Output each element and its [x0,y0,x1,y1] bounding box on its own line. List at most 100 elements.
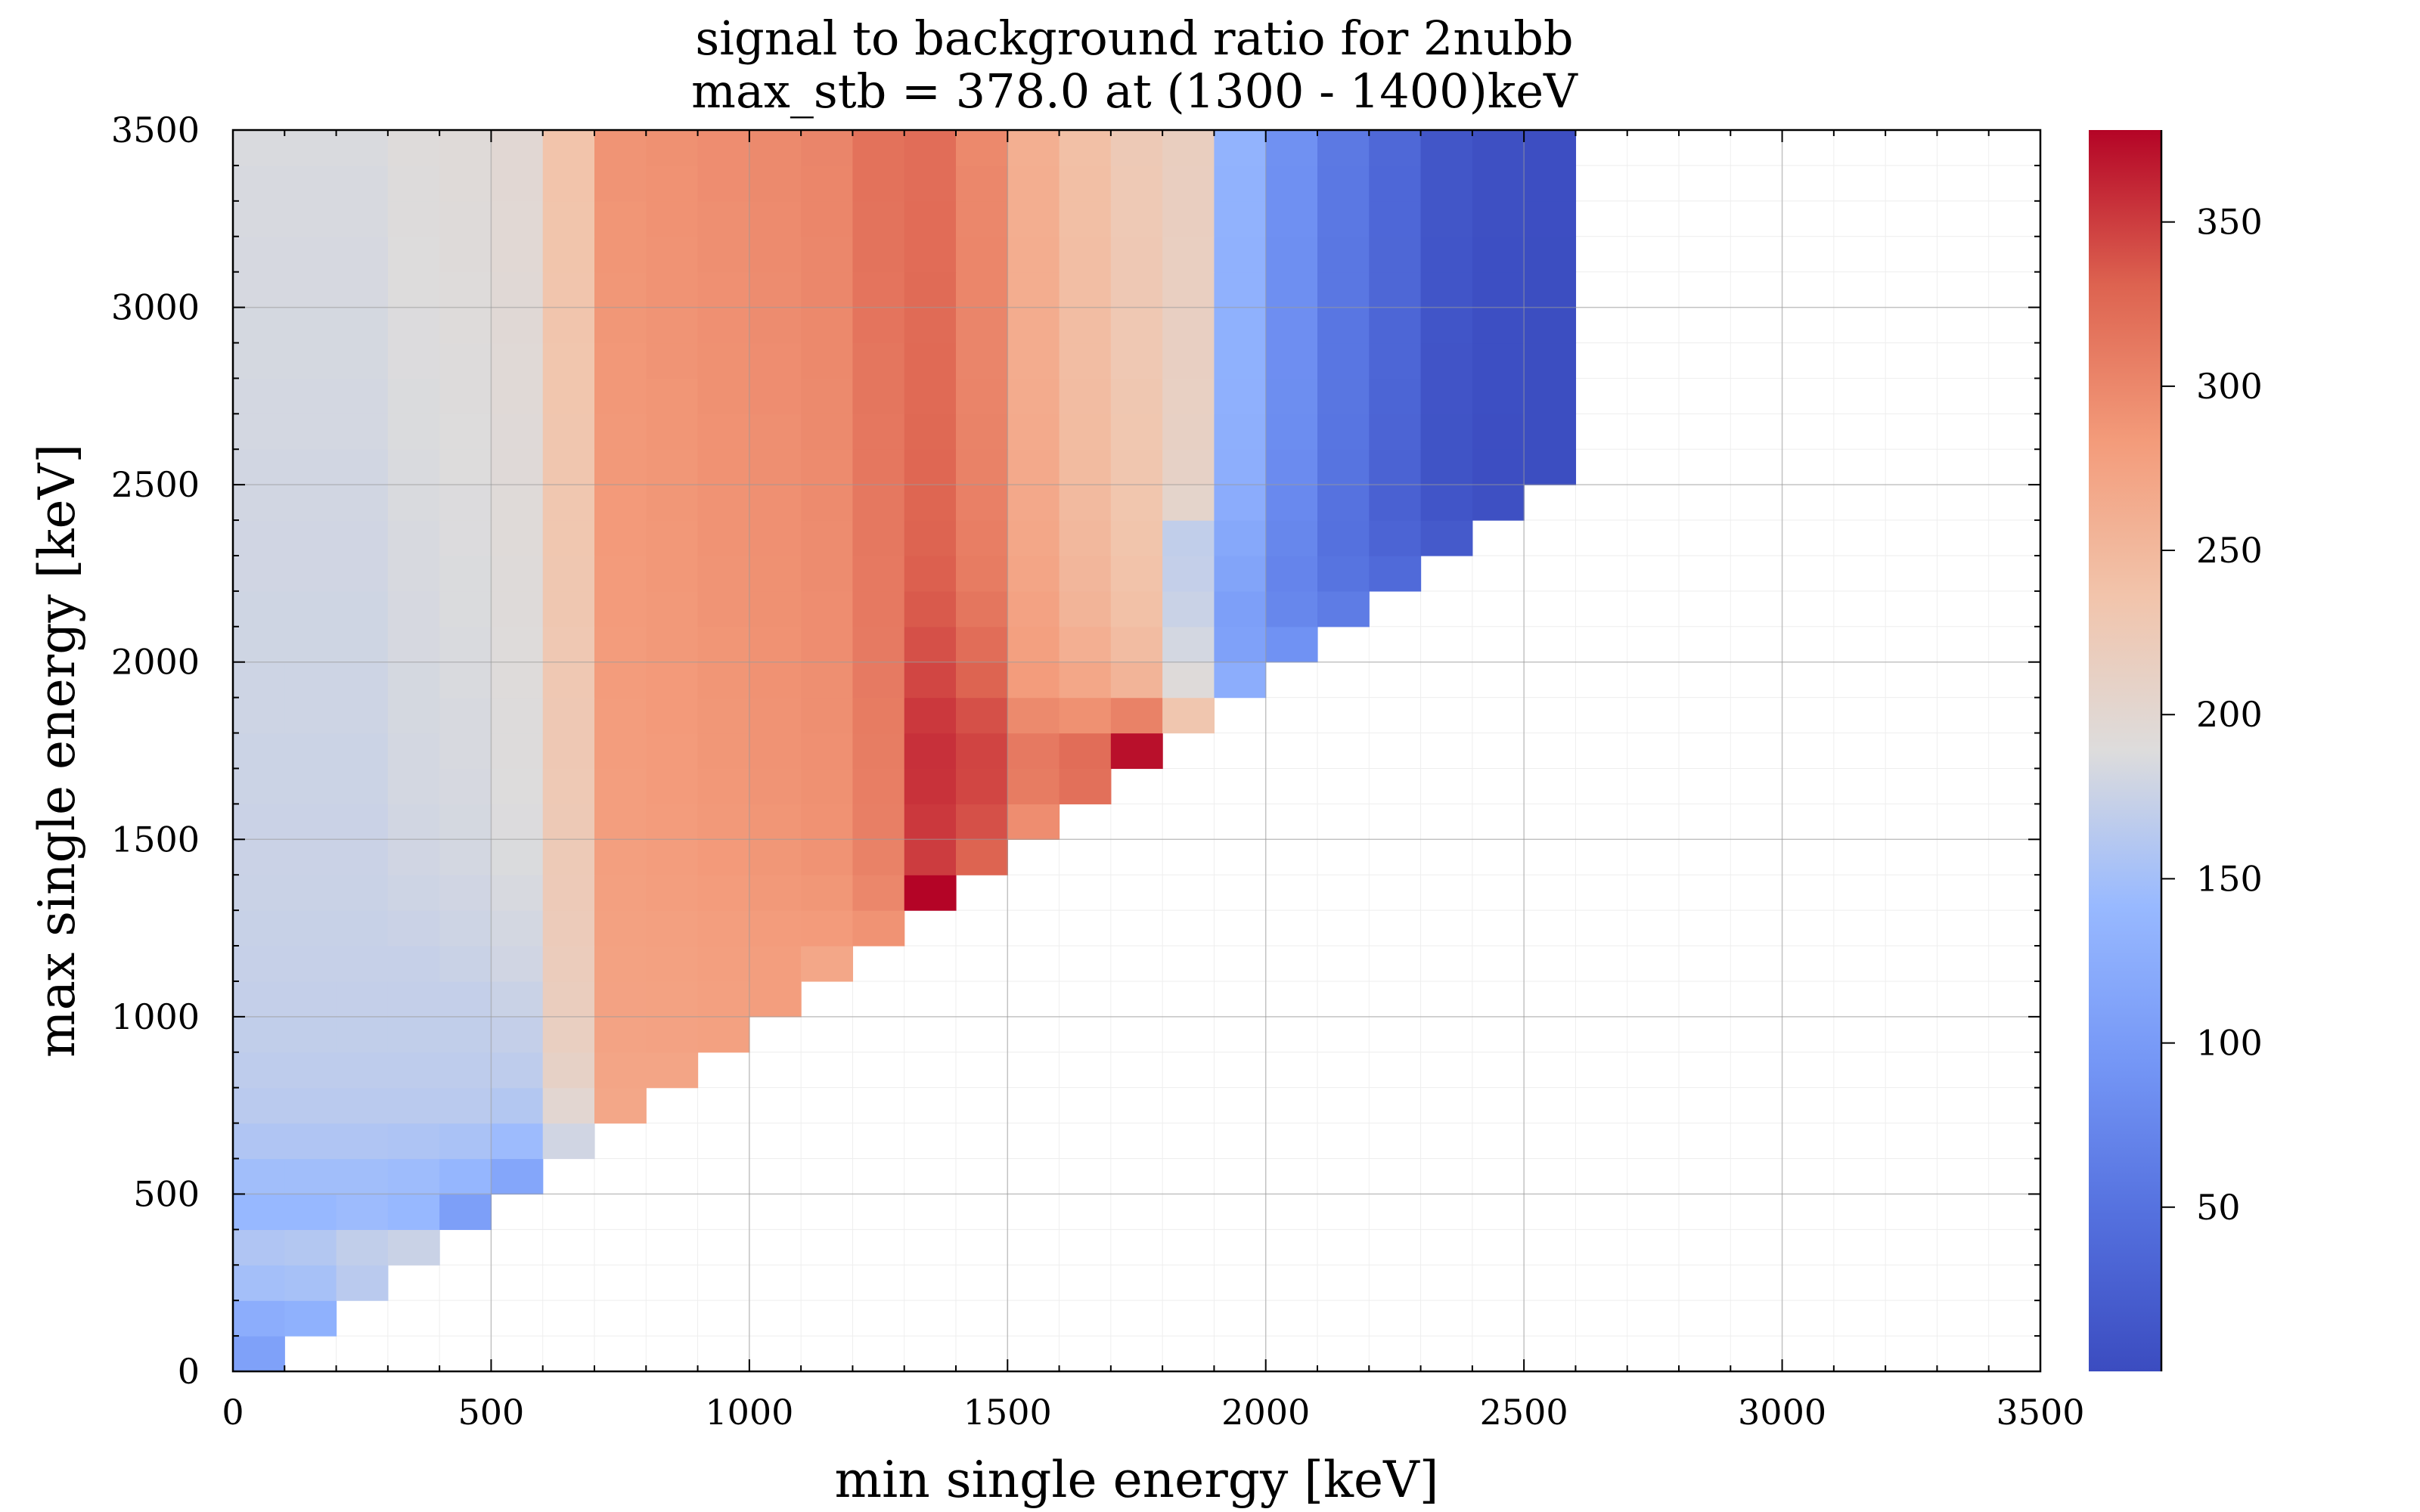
heatmap-cell [1214,307,1267,344]
heatmap-cell [387,1016,440,1053]
heatmap-cell [801,130,854,166]
heatmap-cell [387,342,440,379]
heatmap-cell [1162,378,1215,414]
heatmap-cell [336,733,389,770]
heatmap-cell [594,200,647,237]
heatmap-cell [1369,200,1422,237]
heatmap-cell [1110,307,1163,344]
heatmap-cell [904,733,957,770]
heatmap-cell [956,236,1008,273]
heatmap-cell [439,1158,492,1195]
heatmap-cell [336,520,389,556]
heatmap-cell [1420,200,1473,237]
heatmap-cell [1524,307,1577,344]
heatmap-cell [594,414,647,450]
heatmap-cell [233,1158,285,1195]
heatmap-cell [749,875,802,911]
heatmap-cell [1472,165,1525,202]
heatmap-cell [646,271,699,308]
heatmap-cell [904,200,957,237]
heatmap-cell [594,981,647,1018]
heatmap-cell [852,590,905,627]
heatmap-cell [284,555,337,592]
heatmap-cell [852,839,905,875]
heatmap-cell [491,165,544,202]
heatmap-cell [1007,485,1060,521]
heatmap-cell [387,804,440,840]
heatmap-cell [491,1087,544,1124]
heatmap-cell [801,768,854,804]
heatmap-cell [646,981,699,1018]
heatmap-cell [1265,236,1318,273]
heatmap-cell [387,485,440,521]
heatmap-cell [284,414,337,450]
heatmap-cell [1214,236,1267,273]
heatmap-cell [956,378,1008,414]
heatmap-cell [904,590,957,627]
heatmap-cell [387,697,440,734]
heatmap-cell [956,662,1008,699]
heatmap-cell [284,946,337,982]
heatmap-cell [1007,804,1060,840]
heatmap-cell [1162,236,1215,273]
heatmap-cell [749,626,802,663]
heatmap-cell [1369,130,1422,166]
heatmap-cells [233,130,1577,1372]
heatmap-cell [801,449,854,485]
heatmap-cell [594,236,647,273]
heatmap-cell [387,449,440,485]
heatmap-cell [1369,520,1422,556]
heatmap-cell [233,449,285,485]
heatmap-cell [542,200,595,237]
heatmap-cell [284,662,337,699]
heatmap-cell [1317,271,1370,308]
heatmap-cell [1110,200,1163,237]
heatmap-cell [852,236,905,273]
heatmap-cell [284,1158,337,1195]
heatmap-cell [749,130,802,166]
heatmap-cell [439,307,492,344]
heatmap-cell [594,839,647,875]
heatmap-cell [336,590,389,627]
heatmap-cell [852,875,905,911]
heatmap-cell [439,626,492,663]
heatmap-cell [956,697,1008,734]
heatmap-cell [336,449,389,485]
heatmap-cell [646,236,699,273]
heatmap-cell [852,910,905,947]
heatmap-cell [749,981,802,1018]
heatmap-cell [956,768,1008,804]
heatmap-cell [697,307,750,344]
heatmap-cell [1420,130,1473,166]
heatmap-cell [233,485,285,521]
heatmap-cell [284,1229,337,1266]
y-tick-label: 2000 [111,642,200,683]
heatmap-cell [1110,662,1163,699]
heatmap-cell [801,271,854,308]
heatmap-cell [336,414,389,450]
heatmap-cell [646,626,699,663]
heatmap-cell [1110,626,1163,663]
heatmap-cell [646,307,699,344]
heatmap-cell [233,520,285,556]
heatmap-cell [1007,449,1060,485]
heatmap-cell [852,662,905,699]
heatmap-cell [646,875,699,911]
heatmap-cell [646,200,699,237]
heatmap-cell [646,946,699,982]
heatmap-cell [542,378,595,414]
heatmap-cell [956,520,1008,556]
heatmap-cell [233,590,285,627]
heatmap-cell [697,271,750,308]
heatmap-cell [542,342,595,379]
heatmap-cell [491,662,544,699]
heatmap-cell [233,342,285,379]
heatmap-cell [594,662,647,699]
heatmap-cell [491,626,544,663]
heatmap-cell [336,130,389,166]
heatmap-cell [387,307,440,344]
heatmap-cell [1214,555,1267,592]
heatmap-cell [439,839,492,875]
heatmap-cell [1007,590,1060,627]
heatmap-cell [852,733,905,770]
